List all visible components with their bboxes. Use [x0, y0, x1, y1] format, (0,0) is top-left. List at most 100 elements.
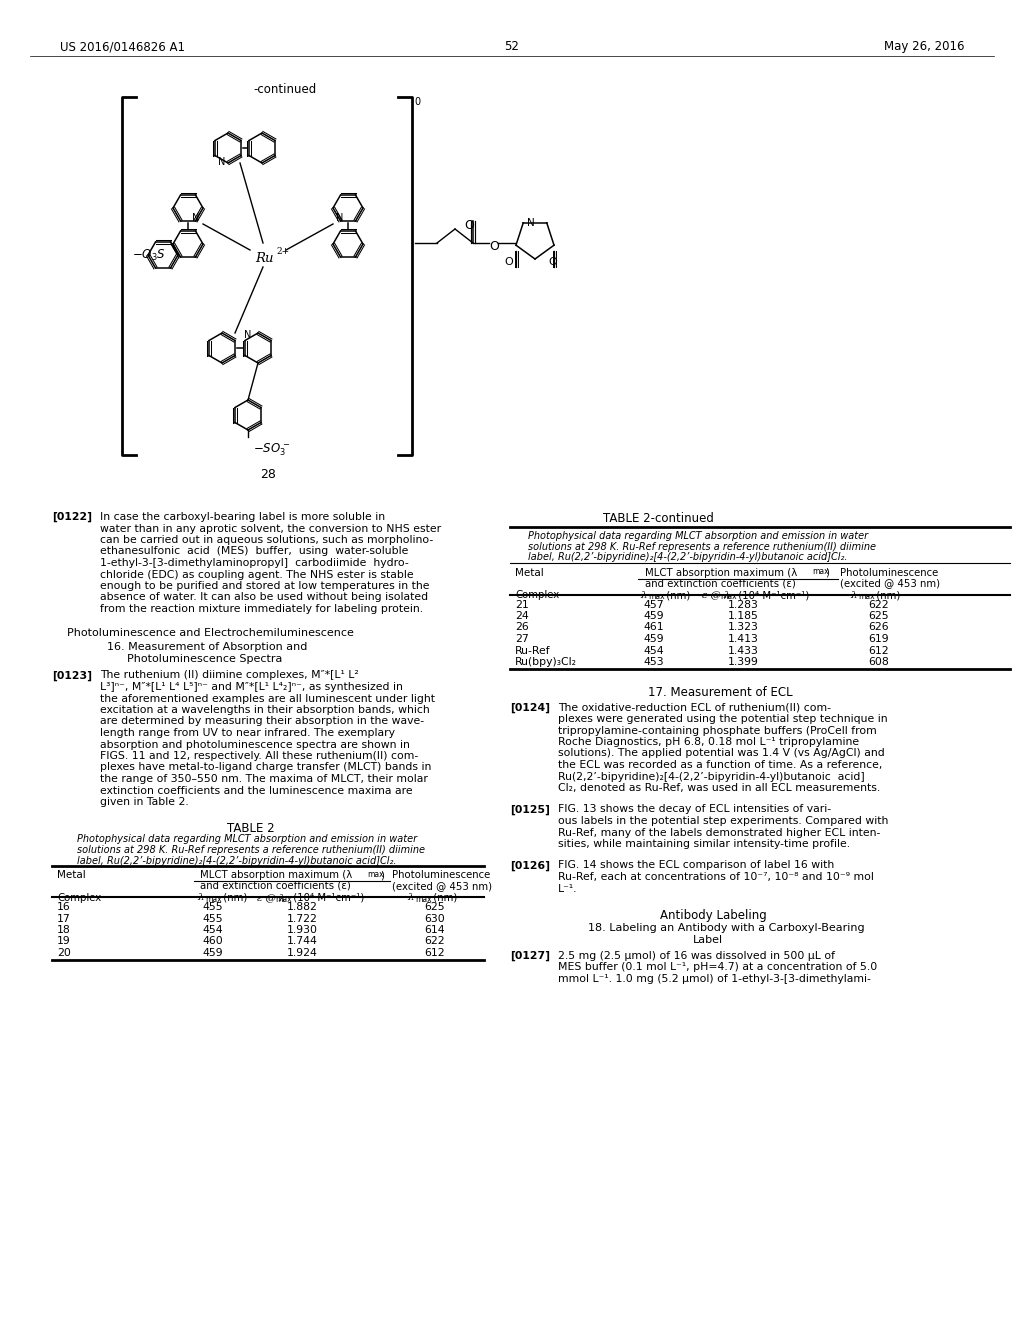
Text: 455: 455 [202, 913, 222, 924]
Text: the aforementioned examples are all luminescent under light: the aforementioned examples are all lumi… [100, 693, 435, 704]
Text: MLCT absorption maximum (λ: MLCT absorption maximum (λ [200, 870, 352, 880]
Text: 27: 27 [515, 634, 528, 644]
Text: 21: 21 [515, 599, 528, 610]
Text: 20: 20 [57, 948, 71, 958]
Text: Antibody Labeling: Antibody Labeling [660, 909, 767, 921]
Text: label, Ru(2,2’-bipyridine)₂[4-(2,2’-bipyridin-4-yl)butanoic acid]Cl₂.: label, Ru(2,2’-bipyridine)₂[4-(2,2’-bipy… [528, 552, 848, 562]
Text: 1.323: 1.323 [728, 623, 759, 632]
Text: 1.399: 1.399 [728, 657, 759, 667]
Text: MLCT absorption maximum (λ: MLCT absorption maximum (λ [645, 568, 798, 578]
Text: [0125]: [0125] [510, 804, 550, 814]
Text: from the reaction mixture immediately for labeling protein.: from the reaction mixture immediately fo… [100, 605, 423, 614]
Text: Ru-Ref, each at concentrations of 10⁻⁷, 10⁻⁸ and 10⁻⁹ mol: Ru-Ref, each at concentrations of 10⁻⁷, … [558, 873, 873, 882]
Text: 454: 454 [643, 645, 664, 656]
Text: 453: 453 [643, 657, 664, 667]
Text: Ru: Ru [255, 252, 273, 265]
Text: 460: 460 [202, 936, 223, 946]
Text: [0126]: [0126] [510, 861, 550, 871]
Text: ε @ λ: ε @ λ [257, 894, 286, 902]
Text: max: max [367, 870, 384, 879]
Text: -continued: -continued [253, 83, 316, 96]
Text: $-SO_3^-$: $-SO_3^-$ [253, 442, 290, 458]
Text: [0122]: [0122] [52, 512, 92, 523]
Text: N: N [527, 218, 535, 228]
Text: Photophysical data regarding MLCT absorption and emission in water: Photophysical data regarding MLCT absorp… [77, 834, 417, 845]
Text: 1.413: 1.413 [728, 634, 759, 644]
Text: 2.5 mg (2.5 μmol) of 16 was dissolved in 500 μL of: 2.5 mg (2.5 μmol) of 16 was dissolved in… [558, 950, 835, 961]
Text: chloride (EDC) as coupling agent. The NHS ester is stable: chloride (EDC) as coupling agent. The NH… [100, 569, 414, 579]
Text: O: O [489, 240, 499, 253]
Text: (nm): (nm) [430, 894, 458, 903]
Text: Metal: Metal [515, 568, 544, 578]
Text: label, Ru(2,2’-bipyridine)₂[4-(2,2’-bipyridin-4-yl)butanoic acid]Cl₂.: label, Ru(2,2’-bipyridine)₂[4-(2,2’-bipy… [77, 855, 396, 866]
Text: the range of 350–550 nm. The maxima of MLCT, their molar: the range of 350–550 nm. The maxima of M… [100, 774, 428, 784]
Text: [0123]: [0123] [52, 671, 92, 681]
Text: 1.882: 1.882 [287, 902, 317, 912]
Text: 1.744: 1.744 [287, 936, 317, 946]
Text: 1.930: 1.930 [287, 925, 318, 935]
Text: Photophysical data regarding MLCT absorption and emission in water: Photophysical data regarding MLCT absorp… [528, 531, 868, 541]
Text: Cl₂, denoted as Ru-Ref, was used in all ECL measurements.: Cl₂, denoted as Ru-Ref, was used in all … [558, 783, 881, 793]
Text: solutions at 298 K. Ru-Ref represents a reference ruthenium(II) diimine: solutions at 298 K. Ru-Ref represents a … [77, 845, 425, 855]
Text: λ: λ [640, 590, 646, 599]
Text: (excited @ 453 nm): (excited @ 453 nm) [840, 578, 940, 589]
Text: FIG. 14 shows the ECL comparison of label 16 with: FIG. 14 shows the ECL comparison of labe… [558, 861, 835, 870]
Text: O: O [464, 219, 474, 232]
Text: 1.185: 1.185 [728, 611, 759, 620]
Text: max: max [858, 591, 874, 601]
Text: sities, while maintaining similar intensity-time profile.: sities, while maintaining similar intens… [558, 840, 850, 849]
Text: [0124]: [0124] [510, 702, 550, 713]
Text: 459: 459 [202, 948, 222, 958]
Text: $-O_3S$: $-O_3S$ [132, 247, 166, 263]
Text: Metal: Metal [57, 870, 86, 880]
Text: 625: 625 [424, 902, 444, 912]
Text: λ: λ [407, 894, 414, 902]
Text: 626: 626 [868, 623, 889, 632]
Text: water than in any aprotic solvent, the conversion to NHS ester: water than in any aprotic solvent, the c… [100, 524, 441, 533]
Text: 17: 17 [57, 913, 71, 924]
Text: max: max [648, 591, 665, 601]
Text: 612: 612 [424, 948, 444, 958]
Text: plexes were generated using the potential step technique in: plexes were generated using the potentia… [558, 714, 888, 723]
Text: 461: 461 [643, 623, 664, 632]
Text: λ: λ [850, 590, 856, 599]
Text: 608: 608 [868, 657, 889, 667]
Text: and extinction coefficients (ε): and extinction coefficients (ε) [645, 578, 796, 589]
Text: (nm): (nm) [873, 590, 900, 601]
Text: FIG. 13 shows the decay of ECL intensities of vari-: FIG. 13 shows the decay of ECL intensiti… [558, 804, 831, 814]
Text: max: max [275, 895, 292, 903]
Text: 457: 457 [643, 599, 664, 610]
Text: and extinction coefficients (ε): and extinction coefficients (ε) [200, 880, 351, 891]
Text: ): ) [380, 870, 384, 880]
Text: Complex: Complex [515, 590, 559, 601]
Text: 17. Measurement of ECL: 17. Measurement of ECL [648, 686, 793, 700]
Text: The oxidative-reduction ECL of ruthenium(II) com-: The oxidative-reduction ECL of ruthenium… [558, 702, 831, 713]
Text: TABLE 2: TABLE 2 [227, 821, 274, 834]
Text: 16. Measurement of Absorption and: 16. Measurement of Absorption and [106, 642, 307, 652]
Text: Complex: Complex [57, 894, 101, 903]
Text: extinction coefficients and the luminescence maxima are: extinction coefficients and the luminesc… [100, 785, 413, 796]
Text: length range from UV to near infrared. The exemplary: length range from UV to near infrared. T… [100, 729, 395, 738]
Text: L³]ⁿ⁻, M″*[L¹ L⁴ L⁵]ⁿ⁻ and M″*[L¹ L⁴₂]ⁿ⁻, as synthesized in: L³]ⁿ⁻, M″*[L¹ L⁴ L⁵]ⁿ⁻ and M″*[L¹ L⁴₂]ⁿ⁻… [100, 682, 402, 692]
Text: US 2016/0146826 A1: US 2016/0146826 A1 [60, 40, 185, 53]
Text: the ECL was recorded as a function of time. As a reference,: the ECL was recorded as a function of ti… [558, 760, 883, 770]
Text: 28: 28 [260, 469, 275, 480]
Text: 454: 454 [202, 925, 222, 935]
Text: 459: 459 [643, 634, 664, 644]
Text: max: max [812, 568, 828, 577]
Text: 18. Labeling an Antibody with a Carboxyl-Bearing: 18. Labeling an Antibody with a Carboxyl… [588, 923, 864, 933]
Text: Photoluminescence: Photoluminescence [840, 568, 938, 578]
Text: enough to be purified and stored at low temperatures in the: enough to be purified and stored at low … [100, 581, 429, 591]
Text: Ru(bpy)₃Cl₂: Ru(bpy)₃Cl₂ [515, 657, 577, 667]
Text: 612: 612 [868, 645, 889, 656]
Text: Ru(2,2’-bipyridine)₂[4-(2,2’-bipyridin-4-yl)butanoic  acid]: Ru(2,2’-bipyridine)₂[4-(2,2’-bipyridin-4… [558, 771, 864, 781]
Text: (excited @ 453 nm): (excited @ 453 nm) [392, 880, 493, 891]
Text: 1.924: 1.924 [287, 948, 317, 958]
Text: The ruthenium (II) diimine complexes, M″*[L¹ L²: The ruthenium (II) diimine complexes, M″… [100, 671, 358, 681]
Text: 16: 16 [57, 902, 71, 912]
Text: 614: 614 [424, 925, 444, 935]
Text: 0: 0 [414, 96, 420, 107]
Text: May 26, 2016: May 26, 2016 [884, 40, 964, 53]
Text: 455: 455 [202, 902, 222, 912]
Text: λ: λ [197, 894, 204, 902]
